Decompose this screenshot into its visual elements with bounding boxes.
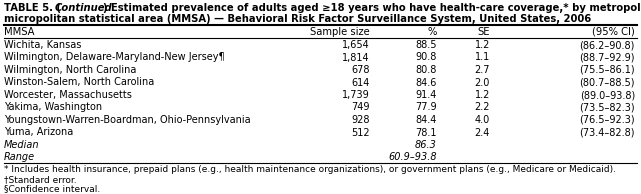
Text: 512: 512: [351, 127, 370, 138]
Text: SE: SE: [478, 27, 490, 37]
Text: Yakima, Washington: Yakima, Washington: [4, 102, 102, 113]
Text: 1.2: 1.2: [474, 90, 490, 100]
Text: Wilmington, North Carolina: Wilmington, North Carolina: [4, 65, 137, 75]
Text: MMSA: MMSA: [4, 27, 35, 37]
Text: 88.5: 88.5: [415, 40, 437, 50]
Text: 60.9–93.8: 60.9–93.8: [388, 152, 437, 163]
Text: Winston-Salem, North Carolina: Winston-Salem, North Carolina: [4, 77, 154, 87]
Text: 86.3: 86.3: [415, 140, 437, 150]
Text: 91.4: 91.4: [415, 90, 437, 100]
Text: 77.9: 77.9: [415, 102, 437, 113]
Text: %: %: [428, 27, 437, 37]
Text: 84.6: 84.6: [415, 77, 437, 87]
Text: Wichita, Kansas: Wichita, Kansas: [4, 40, 81, 50]
Text: Worcester, Massachusetts: Worcester, Massachusetts: [4, 90, 132, 100]
Text: Youngstown-Warren-Boardman, Ohio-Pennsylvania: Youngstown-Warren-Boardman, Ohio-Pennsyl…: [4, 115, 251, 125]
Text: (95% CI): (95% CI): [592, 27, 635, 37]
Text: 2.7: 2.7: [474, 65, 490, 75]
Text: micropolitan statistical area (MMSA) — Behavioral Risk Factor Surveillance Syste: micropolitan statistical area (MMSA) — B…: [4, 14, 591, 24]
Text: (73.5–82.3): (73.5–82.3): [579, 102, 635, 113]
Text: 2.0: 2.0: [474, 77, 490, 87]
Text: 78.1: 78.1: [415, 127, 437, 138]
Text: 1,814: 1,814: [342, 53, 370, 62]
Text: †Standard error.: †Standard error.: [4, 175, 77, 184]
Text: (89.0–93.8): (89.0–93.8): [579, 90, 635, 100]
Text: Range: Range: [4, 152, 35, 163]
Text: Wilmington, Delaware-Maryland-New Jersey¶: Wilmington, Delaware-Maryland-New Jersey…: [4, 53, 224, 62]
Text: 928: 928: [351, 115, 370, 125]
Text: (76.5–92.3): (76.5–92.3): [579, 115, 635, 125]
Text: (88.7–92.9): (88.7–92.9): [579, 53, 635, 62]
Text: ) Estimated prevalence of adults aged ≥18 years who have health-care coverage,* : ) Estimated prevalence of adults aged ≥1…: [103, 3, 641, 13]
Text: (80.7–88.5): (80.7–88.5): [579, 77, 635, 87]
Text: 2.4: 2.4: [474, 127, 490, 138]
Text: * Includes health insurance, prepaid plans (e.g., health maintenance organizatio: * Includes health insurance, prepaid pla…: [4, 165, 616, 174]
Text: Continued: Continued: [55, 3, 113, 13]
Text: Sample size: Sample size: [310, 27, 370, 37]
Text: 1,654: 1,654: [342, 40, 370, 50]
Text: (75.5–86.1): (75.5–86.1): [579, 65, 635, 75]
Text: 1.2: 1.2: [474, 40, 490, 50]
Text: 90.8: 90.8: [415, 53, 437, 62]
Text: Yuma, Arizona: Yuma, Arizona: [4, 127, 73, 138]
Text: 1.1: 1.1: [475, 53, 490, 62]
Text: 678: 678: [351, 65, 370, 75]
Text: 2.2: 2.2: [474, 102, 490, 113]
Text: 1,739: 1,739: [342, 90, 370, 100]
Text: 749: 749: [351, 102, 370, 113]
Text: 614: 614: [352, 77, 370, 87]
Text: (86.2–90.8): (86.2–90.8): [579, 40, 635, 50]
Text: (73.4–82.8): (73.4–82.8): [579, 127, 635, 138]
Text: TABLE 5. (: TABLE 5. (: [4, 3, 61, 13]
Text: 80.8: 80.8: [415, 65, 437, 75]
Text: 84.4: 84.4: [415, 115, 437, 125]
Text: §Confidence interval.: §Confidence interval.: [4, 184, 100, 193]
Text: Median: Median: [4, 140, 40, 150]
Text: 4.0: 4.0: [475, 115, 490, 125]
